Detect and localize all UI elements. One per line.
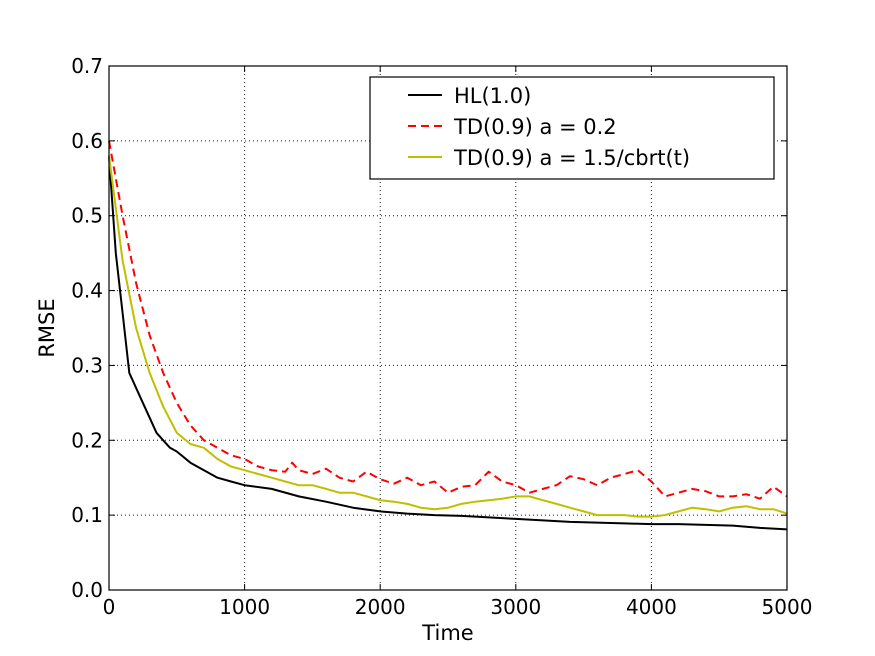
x-tick-label: 5000	[762, 595, 813, 619]
ticks-layer: 0 1000 2000 3000 4000 5000 0.0 0.1 0.2 0.3 0.4 0.5 0…	[71, 54, 812, 619]
y-tick-label: 0.1	[71, 503, 103, 527]
x-tick-label: 1000	[219, 595, 270, 619]
y-tick-label: 0.5	[71, 204, 103, 228]
x-axis-title: Time	[421, 621, 473, 645]
y-tick-label: 0.6	[71, 129, 103, 153]
series-line-1	[108, 155, 788, 531]
y-tick-label: 0.2	[71, 428, 103, 452]
y-tick-label: 0.7	[71, 54, 103, 78]
x-tick-label: 2000	[355, 595, 406, 619]
legend-label-3: TD(0.9) a = 1.5/cbrt(t)	[453, 146, 690, 170]
series-line-2	[108, 140, 788, 500]
series-layer	[108, 140, 788, 531]
legend-label-2: TD(0.9) a = 0.2	[453, 115, 617, 139]
series-line-3	[108, 155, 788, 518]
y-tick-label: 0.3	[71, 353, 103, 377]
x-tick-label: 4000	[626, 595, 677, 619]
y-tick-label: 0.0	[71, 578, 103, 602]
x-tick-label: 3000	[490, 595, 541, 619]
y-axis-title: RMSE	[35, 298, 59, 357]
plot-frame	[108, 65, 788, 591]
y-tick-label: 0.4	[71, 279, 103, 303]
legend: HL(1.0) TD(0.9) a = 0.2 TD(0.9) a = 1.5/cb…	[369, 76, 775, 180]
x-tick-label: 0	[103, 595, 116, 619]
legend-label-1: HL(1.0)	[454, 84, 531, 108]
